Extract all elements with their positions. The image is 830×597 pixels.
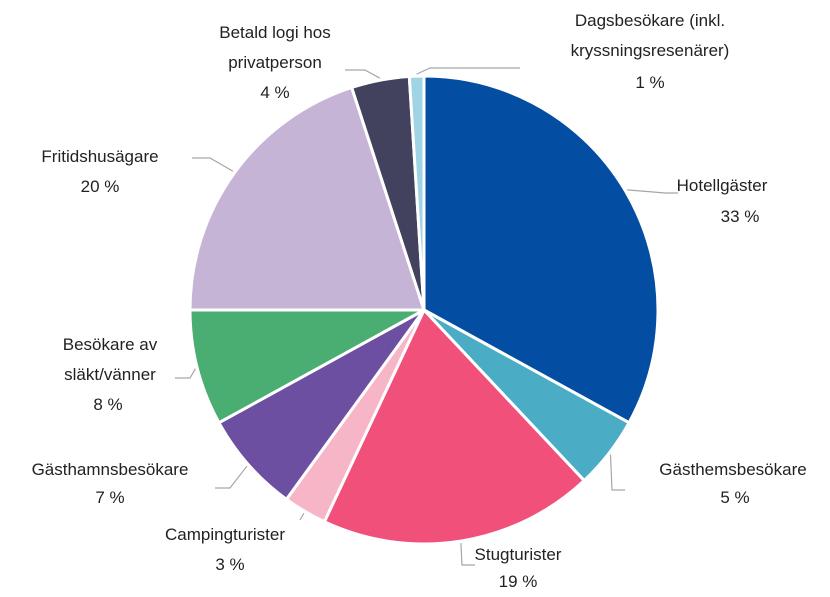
leader-line bbox=[416, 67, 520, 75]
pie-slice bbox=[422, 74, 660, 425]
slice-label: Besökare av släkt/vänner bbox=[62, 335, 158, 384]
pie-slice bbox=[216, 308, 426, 502]
slice-value: 33 % bbox=[720, 207, 760, 226]
slice-value: 1 % bbox=[635, 73, 665, 92]
pie-slice bbox=[188, 85, 427, 312]
leader-line bbox=[627, 189, 678, 194]
slice-value: 8 % bbox=[93, 395, 123, 414]
slice-value: 19 % bbox=[498, 572, 538, 591]
slice-value: 5 % bbox=[720, 488, 750, 507]
leader-line bbox=[299, 512, 305, 521]
slice-value: 7 % bbox=[95, 488, 125, 507]
leader-line bbox=[609, 454, 625, 491]
slice-value: 4 % bbox=[260, 83, 290, 102]
slice-value: 20 % bbox=[80, 177, 120, 196]
slice-label: Fritidshusägare bbox=[41, 147, 159, 166]
slice-label: Campingturister bbox=[165, 525, 285, 544]
slice-label: Stugturister bbox=[474, 545, 562, 564]
slice-label: Gästhamnsbesökare bbox=[31, 460, 189, 479]
pie-slice bbox=[407, 74, 426, 311]
leader-line bbox=[192, 157, 234, 172]
slice-label: Dagsbesökare (inkl. kryssningsresenärer) bbox=[570, 11, 730, 60]
leader-line bbox=[460, 543, 475, 566]
pie-slice bbox=[188, 308, 425, 425]
slice-label: Hotellgäster bbox=[676, 176, 768, 195]
slice-label: Betald logi hos privatperson bbox=[219, 23, 331, 72]
leader-line bbox=[345, 69, 381, 79]
slice-value: 3 % bbox=[215, 555, 245, 574]
slice-label: Gästhemsbesökare bbox=[659, 460, 807, 479]
leader-line bbox=[215, 465, 248, 489]
pie-slice bbox=[322, 307, 587, 546]
leader-line bbox=[175, 368, 196, 379]
